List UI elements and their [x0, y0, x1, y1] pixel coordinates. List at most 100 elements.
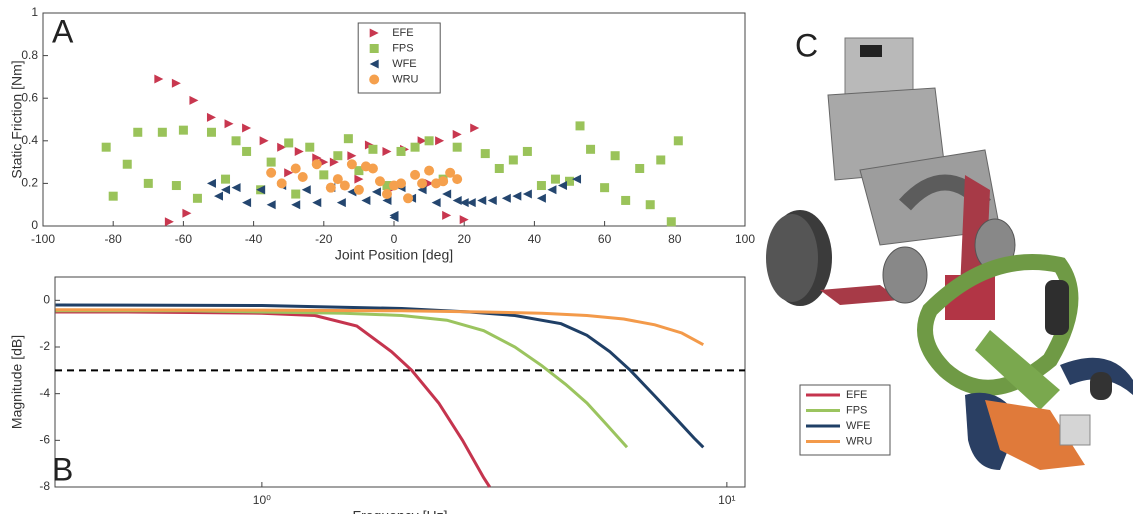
marker: [143, 178, 153, 188]
marker: [133, 127, 143, 137]
marker: [154, 74, 164, 84]
marker: [122, 159, 132, 169]
marker: [371, 187, 381, 197]
legend-label: WRU: [846, 435, 872, 447]
marker: [621, 195, 631, 205]
marker: [487, 195, 497, 205]
marker: [666, 217, 676, 227]
marker: [442, 210, 452, 220]
legend-label: EFE: [392, 27, 413, 39]
marker: [214, 191, 223, 201]
marker: [291, 200, 301, 210]
marker: [224, 119, 234, 129]
marker: [445, 167, 456, 178]
marker: [171, 78, 181, 88]
marker: [600, 183, 610, 193]
panel-label: B: [52, 451, 73, 487]
x-tick-label: 40: [528, 232, 542, 246]
marker: [424, 165, 435, 176]
marker: [360, 161, 371, 172]
marker: [536, 181, 546, 191]
marker: [266, 200, 276, 210]
marker: [452, 142, 462, 152]
marker: [242, 146, 252, 156]
marker: [572, 174, 582, 184]
marker: [325, 182, 336, 193]
marker: [284, 168, 294, 178]
legend-box: [799, 384, 891, 456]
marker: [192, 193, 202, 203]
y-tick-label: 0.4: [21, 133, 38, 147]
x-axis-label: Joint Position [deg]: [335, 247, 453, 263]
marker: [231, 183, 241, 193]
marker: [277, 142, 287, 152]
counterweight-face: [766, 214, 818, 302]
marker: [290, 163, 301, 174]
marker: [189, 95, 199, 105]
marker: [480, 149, 490, 159]
marker: [347, 151, 357, 161]
marker: [354, 166, 364, 176]
y-tick-label: -6: [39, 433, 50, 447]
marker: [522, 189, 532, 199]
marker: [424, 178, 434, 188]
x-tick-label: -60: [175, 232, 193, 246]
legend-marker: [369, 74, 380, 85]
y-tick-label: -2: [39, 339, 50, 353]
marker: [459, 215, 469, 225]
marker: [259, 136, 269, 146]
y-tick-label: 0: [43, 293, 50, 307]
panel-label: A: [52, 13, 74, 49]
marker: [354, 174, 364, 184]
y-tick-label: 1: [31, 5, 38, 19]
marker: [101, 142, 111, 152]
marker: [206, 178, 216, 188]
marker: [333, 151, 343, 161]
line-series: [55, 308, 705, 347]
x-tick-label: -100: [31, 232, 55, 246]
marker: [329, 157, 339, 167]
y-tick-label: -4: [39, 386, 50, 400]
marker: [522, 146, 532, 156]
plot-frame: [54, 276, 746, 488]
y-axis-label: Static Friction [Nm]: [9, 60, 25, 178]
marker: [565, 176, 574, 186]
motor: [1045, 280, 1069, 335]
marker: [361, 195, 371, 205]
marker: [536, 193, 546, 203]
marker: [477, 195, 487, 205]
marker: [319, 170, 329, 180]
marker: [673, 136, 683, 146]
marker: [557, 181, 567, 191]
marker: [396, 178, 407, 189]
marker: [374, 176, 385, 187]
y-tick-label: 0.8: [21, 48, 38, 62]
x-tick-label: 60: [598, 232, 612, 246]
marker: [336, 198, 346, 208]
orange-part: [985, 400, 1085, 470]
marker: [452, 174, 463, 185]
x-tick-label: 20: [458, 232, 472, 246]
x-tick-label: 100: [735, 232, 755, 246]
legend-label: WFE: [846, 420, 870, 432]
marker: [501, 193, 511, 203]
line-series: [55, 303, 705, 449]
marker: [550, 174, 560, 184]
legend-label: FPS: [846, 404, 867, 416]
marker: [656, 155, 666, 165]
marker: [382, 146, 392, 156]
marker: [645, 200, 655, 210]
marker: [305, 142, 315, 152]
marker: [452, 195, 462, 205]
marker: [431, 198, 441, 208]
legend-marker: [369, 59, 379, 69]
marker: [178, 125, 188, 135]
line-series: [55, 309, 629, 449]
marker: [353, 184, 364, 195]
marker: [547, 185, 557, 195]
marker: [470, 123, 480, 133]
marker: [635, 163, 645, 173]
marker: [108, 191, 118, 201]
bracket: [1059, 414, 1091, 446]
